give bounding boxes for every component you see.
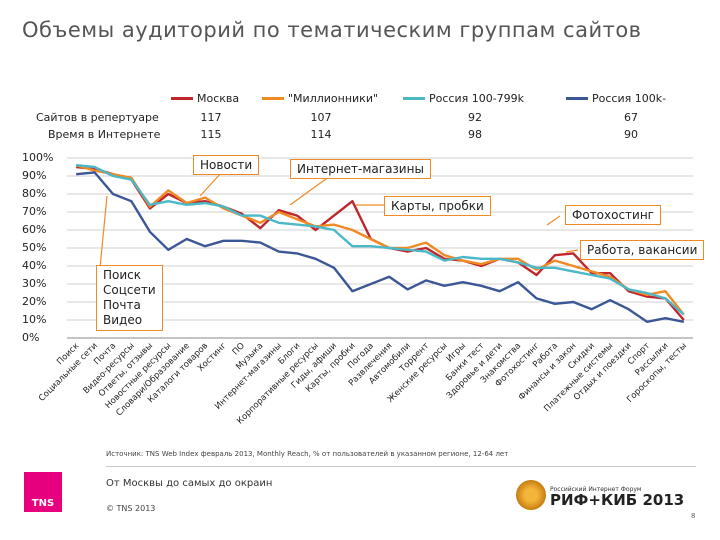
copyright: © TNS 2013 <box>106 504 156 513</box>
series-line-1 <box>75 164 685 316</box>
y-tick-label: 0% <box>22 331 40 344</box>
sites-value-millionniki: 107 <box>310 111 332 124</box>
time-value-millionniki: 114 <box>310 128 332 141</box>
source-note: Источник: TNS Web Index февраль 2013, Mo… <box>106 450 509 458</box>
time-value-russia-100-799k: 98 <box>468 128 482 141</box>
legend-item-millionniki: "Миллионники" <box>262 92 378 105</box>
tns-logo: TNS <box>24 472 62 512</box>
callout-list-item: Видео <box>103 313 143 327</box>
callout-leader-line <box>546 215 561 226</box>
sites-value-russia-100-799k: 92 <box>468 111 482 124</box>
time-value-moscow: 115 <box>200 128 222 141</box>
page-number: 8 <box>691 512 696 520</box>
series-line-3 <box>76 171 685 323</box>
legend-swatch <box>566 97 588 100</box>
callout-search-list: Поиск Соцсети Почта Видео <box>96 265 163 331</box>
riff-emblem-icon <box>516 480 546 510</box>
callout-leader-line <box>199 171 223 197</box>
callout-news: Новости <box>193 155 260 175</box>
callout-list-item: Соцсети <box>103 283 156 297</box>
y-tick-label: 90% <box>22 169 47 182</box>
sites-value-russia-100k: 67 <box>624 111 638 124</box>
callout-internet-shops: Интернет-магазины <box>290 159 431 179</box>
y-tick-label: 20% <box>22 295 47 308</box>
page-title: Объемы аудиторий по тематическим группам… <box>22 18 642 42</box>
legend-swatch <box>171 97 193 100</box>
callout-list-item: Почта <box>103 298 141 312</box>
y-tick-label: 30% <box>22 277 47 290</box>
y-tick-label: 100% <box>22 151 54 164</box>
sites-value-moscow: 117 <box>200 111 222 124</box>
riff-logo-text: Российский Интернет Форум РИФ+КИБ 2013 <box>550 484 685 509</box>
sites-label: Сайтов в репертуаре <box>36 111 159 124</box>
legend-item-russia-100k: Россия 100k- <box>566 92 666 105</box>
callout-leader-line <box>289 175 331 206</box>
footer-tagline: От Москвы до самых до окраин <box>106 478 273 489</box>
riff-logo: Российский Интернет Форум РИФ+КИБ 2013 <box>516 480 684 510</box>
legend-label: Россия 100k- <box>592 92 667 105</box>
callout-leader-line <box>99 195 108 269</box>
callout-list-item: Поиск <box>103 268 142 282</box>
footer-divider <box>106 466 696 467</box>
series-line-2 <box>76 164 685 316</box>
callout-maps: Карты, пробки <box>384 196 491 216</box>
time-value-russia-100k: 90 <box>624 128 638 141</box>
legend-label: Москва <box>197 92 240 105</box>
riff-logo-big: РИФ+КИБ 2013 <box>550 491 685 509</box>
legend-swatch <box>403 97 425 100</box>
legend-label: Россия 100-799k <box>429 92 525 105</box>
y-tick-label: 60% <box>22 223 47 236</box>
callout-photohosting: Фотохостинг <box>565 205 661 225</box>
y-tick-label: 10% <box>22 313 47 326</box>
y-tick-label: 50% <box>22 241 47 254</box>
y-tick-label: 40% <box>22 259 47 272</box>
riff-logo-small: Российский Интернет Форум <box>550 486 642 493</box>
legend-item-russia-100-799k: Россия 100-799k <box>403 92 524 105</box>
time-label: Время в Интернете <box>48 128 161 141</box>
legend-item-moscow: Москва <box>171 92 239 105</box>
legend-label: "Миллионники" <box>288 92 379 105</box>
callout-jobs: Работа, вакансии <box>580 240 705 260</box>
y-tick-label: 80% <box>22 187 47 200</box>
y-tick-label: 70% <box>22 205 47 218</box>
callout-leader-line <box>565 249 579 253</box>
legend-swatch <box>262 97 284 100</box>
